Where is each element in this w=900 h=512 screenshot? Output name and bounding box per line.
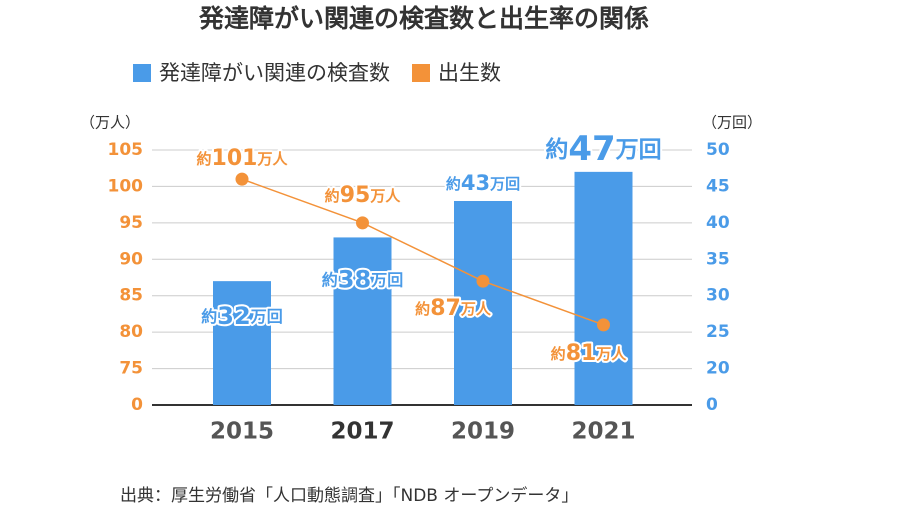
bar (213, 281, 271, 405)
bar-value-label: 約38万回 (322, 265, 403, 293)
y-tick-label: 105 (108, 140, 144, 160)
chart-title: 発達障がい関連の検査数と出生率の関係 (198, 4, 649, 33)
bar (454, 201, 512, 405)
y-tick-label: 85 (119, 286, 143, 306)
line-value-label: 約87万人 (415, 296, 492, 321)
source: 出典：厚生労働省「人口動態調査」「NDB オープンデータ」 (120, 485, 578, 506)
bar (574, 171, 633, 405)
y2-tick-label: 20 (706, 359, 730, 379)
line-value-label: 約95万人 (325, 183, 402, 208)
y-tick-label: 0 (131, 395, 143, 415)
bar-value-label: 約47万回 (545, 128, 661, 168)
y2-tick-label: 50 (706, 140, 730, 160)
y2-tick-label: 30 (706, 286, 730, 306)
line-value-label: 約81万人 (551, 341, 628, 366)
line (241, 178, 604, 326)
bar-value-label: 約43万回 (446, 171, 520, 195)
bar-value-label: 約32万回 (201, 302, 282, 330)
y2-tick-label: 40 (706, 213, 730, 233)
legend-swatch (412, 64, 430, 82)
y2-tick-label: 0 (706, 395, 718, 415)
y2-tick-label: 45 (706, 176, 730, 196)
point (597, 318, 610, 332)
bar (333, 237, 392, 405)
y2-axis-label: （万回） (702, 114, 762, 132)
y-tick-label: 90 (119, 249, 143, 269)
y2-tick-label: 25 (706, 322, 730, 342)
line-value-label: 約101万人 (197, 146, 289, 171)
legend-label: 出生数 (438, 61, 501, 85)
y-axis-label: （万人） (80, 114, 140, 132)
legend-swatch (133, 64, 151, 82)
legend-label: 発達障がい関連の検査数 (159, 61, 390, 85)
x-tick-label: 2017 (330, 419, 394, 445)
y-tick-label: 95 (119, 213, 143, 233)
y-tick-label: 100 (108, 176, 144, 196)
x-tick-label: 2021 (571, 419, 635, 445)
x-tick-label: 2019 (451, 419, 515, 445)
point (356, 216, 369, 230)
y-tick-label: 80 (119, 322, 143, 342)
point (235, 172, 249, 186)
point (476, 274, 490, 288)
x-tick-label: 2015 (210, 419, 274, 445)
y-tick-label: 75 (119, 359, 143, 379)
y2-tick-label: 35 (706, 249, 730, 269)
